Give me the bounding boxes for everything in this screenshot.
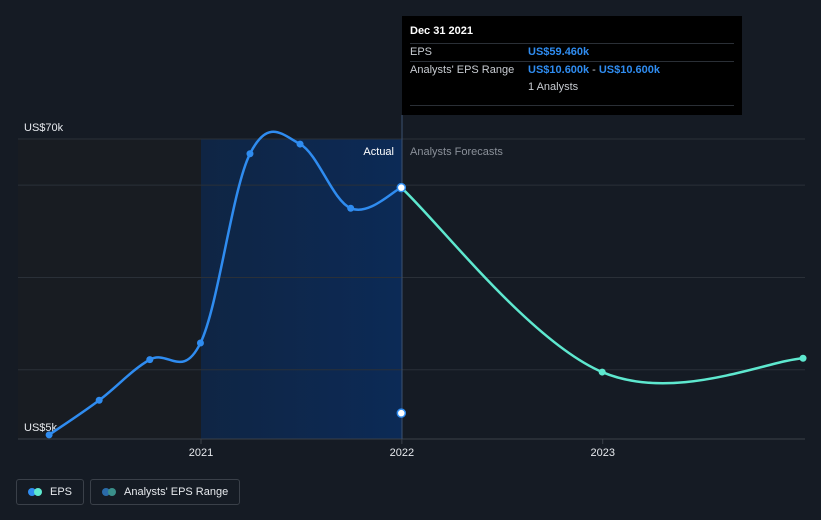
tooltip-range-row: Analysts' EPS Range US$10.600k - US$10.6… bbox=[410, 61, 734, 79]
y-bottom-label: US$5k bbox=[24, 422, 58, 434]
legend-range-swatch bbox=[102, 488, 117, 496]
eps-point-2021-12-31[interactable] bbox=[396, 182, 407, 193]
eps-point-2020-12-31[interactable] bbox=[196, 339, 204, 347]
eps-range-point[interactable] bbox=[396, 408, 407, 418]
eps-point-2020-03-31[interactable] bbox=[45, 431, 53, 439]
eps-point-2021-09-30[interactable] bbox=[347, 204, 355, 212]
legend-eps-range[interactable]: Analysts' EPS Range bbox=[90, 479, 241, 505]
tooltip-eps-value: US$59.460k bbox=[528, 46, 590, 58]
tooltip-analysts: 1 Analysts bbox=[528, 81, 579, 93]
tooltip: Dec 31 2021 EPS US$59.460k Analysts' EPS… bbox=[402, 16, 742, 115]
forecast-point-2022-12-31[interactable] bbox=[598, 368, 606, 376]
tooltip-range-low: US$10.600k bbox=[528, 64, 590, 76]
tooltip-analysts-row: 1 Analysts bbox=[410, 79, 734, 96]
tooltip-eps-row: EPS US$59.460k bbox=[410, 43, 734, 61]
legend: EPS Analysts' EPS Range bbox=[16, 479, 241, 505]
y-top-label: US$70k bbox=[24, 122, 64, 134]
forecast-label: Analysts Forecasts bbox=[410, 146, 503, 158]
x-tick-label-2021: 2021 bbox=[189, 447, 213, 459]
eps-forecast-line bbox=[400, 186, 804, 385]
tooltip-divider bbox=[410, 105, 734, 106]
tooltip-date: Dec 31 2021 bbox=[410, 25, 473, 37]
legend-eps[interactable]: EPS bbox=[16, 479, 85, 505]
eps-point-2020-06-30[interactable] bbox=[95, 396, 103, 404]
eps-point-2021-06-30[interactable] bbox=[296, 140, 304, 148]
eps-point-2021-03-31[interactable] bbox=[246, 150, 254, 158]
eps-point-2020-09-30[interactable] bbox=[146, 356, 154, 364]
tooltip-range-separator: - bbox=[592, 64, 596, 76]
tooltip-range-label: Analysts' EPS Range bbox=[410, 64, 515, 76]
legend-range-label: Analysts' EPS Range bbox=[124, 486, 229, 498]
legend-eps-swatch bbox=[28, 488, 42, 496]
pre-period-shade bbox=[18, 139, 201, 439]
actual-label: Actual bbox=[363, 146, 394, 158]
forecast-point-2023-12-31[interactable] bbox=[799, 354, 807, 362]
legend-eps-label: EPS bbox=[50, 486, 73, 498]
tooltip-eps-label: EPS bbox=[410, 46, 433, 58]
x-tick-label-2022: 2022 bbox=[390, 447, 414, 459]
x-tick-label-2023: 2023 bbox=[590, 447, 614, 459]
eps-actual-line bbox=[48, 130, 402, 436]
tooltip-range-high: US$10.600k bbox=[598, 64, 661, 76]
eps-chart: US$70k US$5k Actual Analysts Forecasts 2… bbox=[18, 115, 807, 459]
actual-period-shade bbox=[201, 139, 402, 439]
